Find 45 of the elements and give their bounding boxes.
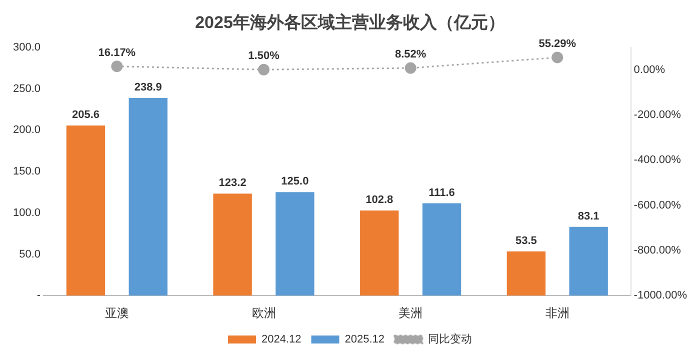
bar xyxy=(213,194,252,296)
y2-tick-label: -1000.00% xyxy=(634,290,688,302)
x-tick-label: 非洲 xyxy=(545,306,570,320)
x-tick-label: 欧洲 xyxy=(252,306,276,320)
bar xyxy=(506,251,546,296)
data-label: 102.8 xyxy=(366,194,394,206)
bar xyxy=(276,192,314,296)
data-label: 16.17% xyxy=(98,46,136,59)
y-tick-label: 100.0 xyxy=(12,206,41,219)
bar xyxy=(360,210,399,296)
y2-tick-label: -800.00% xyxy=(634,244,682,257)
legend-label: 2025.12 xyxy=(344,334,385,346)
bar xyxy=(422,203,462,296)
y2-tick-label: 0.00% xyxy=(634,64,666,76)
data-label: 238.9 xyxy=(134,81,162,94)
data-label: 205.6 xyxy=(72,109,100,122)
y-tick-label: 50.0 xyxy=(19,248,41,260)
x-tick-label: 美洲 xyxy=(398,306,423,320)
bar xyxy=(569,226,608,296)
data-label: 55.29% xyxy=(538,38,576,50)
legend-label: 2024.12 xyxy=(261,334,302,346)
y2-tick-label: -200.00% xyxy=(634,109,682,122)
data-label: 1.50% xyxy=(248,50,280,62)
data-label: 53.5 xyxy=(515,234,537,247)
y-tick-label: - xyxy=(36,290,41,302)
bar xyxy=(128,98,168,296)
y-tick-label: 300.0 xyxy=(12,41,41,54)
x-tick-label: 亚澳 xyxy=(104,306,129,320)
y-tick-label: 200.0 xyxy=(12,124,41,136)
point xyxy=(258,64,270,76)
data-label: 123.2 xyxy=(218,177,246,190)
y-tick-label: 150.0 xyxy=(12,166,41,178)
legend-label: 同比变动 xyxy=(428,332,472,346)
bar xyxy=(66,126,106,296)
data-label: 83.1 xyxy=(578,210,600,222)
y2-tick-label: -400.00% xyxy=(634,154,682,166)
data-label: 8.52% xyxy=(394,48,426,61)
point xyxy=(111,60,123,72)
point xyxy=(552,52,564,64)
data-label: 111.6 xyxy=(428,186,455,199)
data-label: 125.0 xyxy=(281,176,309,188)
y2-tick-label: -600.00% xyxy=(634,199,682,212)
y-tick-label: 250.0 xyxy=(12,82,41,95)
chart-title: 2025年海外各区域主营业务收入（亿元） xyxy=(195,12,505,32)
point xyxy=(404,62,416,74)
